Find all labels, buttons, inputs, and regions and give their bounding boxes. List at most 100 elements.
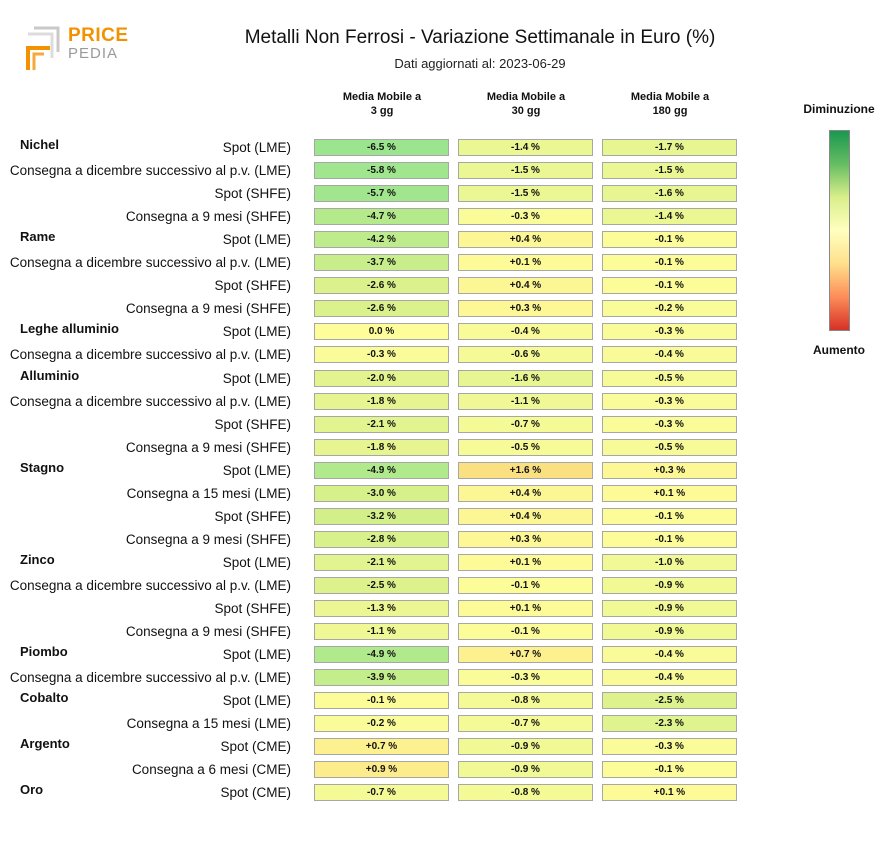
row-label: Consegna a 9 mesi (SHFE) <box>125 531 291 547</box>
heatmap-cell: -2.0 % <box>314 369 449 387</box>
row-label: Consegna a 9 mesi (SHFE) <box>125 439 291 455</box>
row-label: Consegna a 15 mesi (LME) <box>126 716 291 732</box>
group-label: Nichel <box>20 137 60 152</box>
heatmap-cell: -0.1 % <box>602 231 737 249</box>
group-label: Piombo <box>20 644 68 660</box>
row-label: Spot (LME) <box>222 232 291 248</box>
heatmap-cell: +0.3 % <box>602 461 737 479</box>
heatmap-cell: -1.4 % <box>458 139 593 156</box>
heatmap-cell: -3.9 % <box>314 669 449 687</box>
heatmap-cell: -2.5 % <box>314 576 449 594</box>
heatmap-cell: +0.7 % <box>314 738 449 756</box>
heatmap-cell: -3.7 % <box>314 254 449 272</box>
group-label: Stagno <box>20 459 65 475</box>
row-label: Spot (CME) <box>220 739 291 755</box>
heatmap-cell: -0.3 % <box>458 208 593 226</box>
column-header-3gg: Media Mobile a 3 gg <box>314 90 450 118</box>
heatmap-cell: -0.7 % <box>314 784 449 802</box>
group-label: Zinco <box>20 551 55 567</box>
heatmap-cell: -0.1 % <box>314 692 449 710</box>
heatmap-cell: -0.3 % <box>602 415 737 433</box>
heatmap-cell: -0.7 % <box>458 715 593 733</box>
row-label: Consegna a dicembre successivo al p.v. (… <box>9 393 291 409</box>
heatmap-cell: -1.7 % <box>602 139 737 156</box>
heatmap-cell: -0.4 % <box>602 346 737 364</box>
legend-colorbar <box>829 130 850 331</box>
heatmap-cell: -2.3 % <box>602 715 737 733</box>
heatmap-cell: -0.1 % <box>458 576 593 594</box>
heatmap-cell: -0.3 % <box>602 392 737 410</box>
heatmap-cell: -6.5 % <box>314 139 449 156</box>
row-label: Spot (SHFE) <box>214 186 291 202</box>
heatmap-cell: -0.8 % <box>458 784 593 802</box>
row-label: Spot (LME) <box>222 647 291 663</box>
heatmap-cell: -1.5 % <box>458 185 593 203</box>
column-header-line1: Media Mobile a <box>486 91 566 103</box>
column-header-180gg: Media Mobile a 180 gg <box>602 90 738 118</box>
heatmap-cell: -0.1 % <box>458 623 593 641</box>
pricepedia-logo: PRICE PEDIA <box>20 26 130 74</box>
logo-mark-icon <box>26 26 60 70</box>
row-label: Consegna a dicembre successivo al p.v. (… <box>9 577 291 593</box>
row-label: Spot (SHFE) <box>214 416 291 432</box>
heatmap-cell: -1.8 % <box>314 392 449 410</box>
heatmap-cell: -0.9 % <box>458 761 593 779</box>
column-header-line1: Media Mobile a <box>630 91 710 103</box>
row-label: Consegna a dicembre successivo al p.v. (… <box>9 347 291 363</box>
column-header-30gg: Media Mobile a 30 gg <box>458 90 594 118</box>
heatmap-cell: -0.5 % <box>602 438 737 456</box>
group-label: Cobalto <box>20 690 69 706</box>
heatmap-cell: -2.8 % <box>314 530 449 548</box>
row-label: Spot (LME) <box>222 370 291 386</box>
row-label: Spot (SHFE) <box>214 601 291 616</box>
heatmap-cell: +0.4 % <box>458 507 593 525</box>
heatmap-cell: -2.1 % <box>314 553 449 571</box>
logo-word-price: PRICE <box>68 25 129 46</box>
heatmap-cell: -0.8 % <box>458 692 593 710</box>
row-label: Spot (SHFE) <box>214 508 291 524</box>
heatmap-cell: -0.6 % <box>458 346 593 364</box>
heatmap-cell: +0.1 % <box>458 254 593 272</box>
logo-word-pedia: PEDIA <box>68 45 119 62</box>
heatmap-cell: -2.6 % <box>314 277 449 295</box>
heatmap-cell: -0.5 % <box>602 369 737 387</box>
group-label: Rame <box>20 229 56 245</box>
heatmap-cell: -3.0 % <box>314 484 449 502</box>
heatmap-cell: -0.9 % <box>602 623 737 641</box>
row-label: Consegna a 9 mesi (SHFE) <box>125 209 291 225</box>
heatmap-cell: +0.4 % <box>458 231 593 249</box>
group-label: Argento <box>20 736 70 752</box>
column-header-line1: Media Mobile a <box>342 91 422 103</box>
heatmap-cell: -1.1 % <box>314 623 449 641</box>
heatmap-cell: -0.2 % <box>314 715 449 733</box>
heatmap-cell: -0.1 % <box>602 761 737 779</box>
heatmap-cell: +0.1 % <box>602 484 737 502</box>
row-label: Consegna a dicembre successivo al p.v. (… <box>9 163 291 179</box>
heatmap-cell: -1.6 % <box>602 185 737 203</box>
heatmap-cell: -0.9 % <box>602 576 737 594</box>
heatmap-cell: -0.1 % <box>602 277 737 295</box>
heatmap-cell: -1.3 % <box>314 600 449 617</box>
row-label: Spot (LME) <box>222 462 291 478</box>
column-header-line2: 180 gg <box>652 105 688 117</box>
row-label: Spot (LME) <box>222 324 291 340</box>
column-header-line2: 30 gg <box>511 105 541 117</box>
heatmap-cell: -2.5 % <box>602 692 737 710</box>
chart-subtitle: Dati aggiornati al: 2023-06-29 <box>200 56 760 71</box>
legend-label-increase: Aumento <box>813 343 865 357</box>
heatmap-cell: +0.3 % <box>458 300 593 318</box>
heatmap-cell: -3.2 % <box>314 507 449 525</box>
heatmap-cell: +0.1 % <box>602 784 737 802</box>
row-label: Consegna a dicembre successivo al p.v. (… <box>9 670 291 686</box>
row-label: Consegna a dicembre successivo al p.v. (… <box>9 255 291 271</box>
update-date: 2023-06-29 <box>499 56 566 71</box>
heatmap-cell: -1.4 % <box>602 208 737 226</box>
row-label: Spot (CME) <box>220 785 291 801</box>
heatmap-cell: -0.2 % <box>602 300 737 318</box>
heatmap-cell: -0.9 % <box>458 738 593 756</box>
heatmap-cell: -0.1 % <box>602 507 737 525</box>
heatmap-cell: -0.3 % <box>602 738 737 756</box>
heatmap-cell: -4.7 % <box>314 208 449 226</box>
row-label: Consegna a 6 mesi (CME) <box>131 762 291 778</box>
heatmap-cell: -0.4 % <box>602 646 737 664</box>
